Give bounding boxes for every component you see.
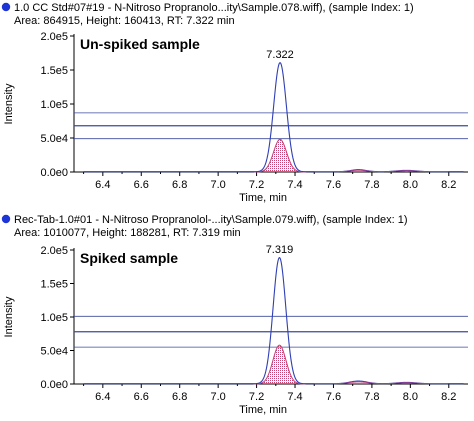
sample-marker-icon[interactable] <box>1 214 11 224</box>
x-tick-label: 8.2 <box>441 391 456 403</box>
x-tick-label: 7.4 <box>287 179 302 191</box>
x-tick-label: 7.2 <box>249 391 264 403</box>
x-tick-label: 8.0 <box>403 179 418 191</box>
sample-annotation: Un-spiked sample <box>80 36 200 52</box>
integrated-area-fill <box>253 139 307 172</box>
y-tick-label: 1.0e5 <box>40 99 68 111</box>
x-tick-label: 6.8 <box>172 391 187 403</box>
chromatogram-panel-1: 1.0 CC Std#07#19 - N-Nitroso Propranolo.… <box>1 2 468 204</box>
y-tick-label: 0.0e0 <box>40 167 68 179</box>
header-title: 1.0 CC Std#07#19 - N-Nitroso Propranolo.… <box>14 2 414 14</box>
peak-rt-label: 7.319 <box>266 244 294 256</box>
y-tick-label: 5.0e4 <box>40 133 68 145</box>
x-tick-label: 6.6 <box>134 391 149 403</box>
y-tick-label: 0.0e0 <box>40 379 68 391</box>
x-tick-label: 7.6 <box>326 391 341 403</box>
sample-marker-icon[interactable] <box>1 2 11 12</box>
minor-trace <box>314 169 448 172</box>
x-tick-label: 7.4 <box>287 391 302 403</box>
y-tick-label: 2.0e5 <box>40 245 68 257</box>
x-tick-label: 6.8 <box>172 179 187 191</box>
integrated-area-fill <box>253 345 306 384</box>
minor-trace <box>314 381 448 384</box>
y-tick-label: 1.0e5 <box>40 312 68 324</box>
x-tick-label: 6.4 <box>95 179 110 191</box>
header-title: Rec-Tab-1.0#01 - N-Nitroso Propranolol-.… <box>14 214 408 226</box>
y-tick-label: 2.0e5 <box>40 31 68 43</box>
x-tick-label: 7.8 <box>364 391 379 403</box>
x-axis-title: Time, min <box>239 404 287 416</box>
x-axis-title: Time, min <box>239 192 287 204</box>
x-tick-label: 7.2 <box>249 179 264 191</box>
x-tick-label: 6.6 <box>134 179 149 191</box>
y-tick-label: 1.5e5 <box>40 279 68 291</box>
chromatogram-panel-2: Rec-Tab-1.0#01 - N-Nitroso Propranolol-.… <box>1 214 468 416</box>
secondary-trace <box>253 344 306 385</box>
x-tick-label: 7.6 <box>326 179 341 191</box>
peak-rt-label: 7.322 <box>266 49 294 61</box>
y-axis-title: Intensity <box>3 296 15 337</box>
sample-annotation: Spiked sample <box>80 250 178 266</box>
x-tick-label: 8.2 <box>441 179 456 191</box>
x-tick-label: 8.0 <box>403 391 418 403</box>
header-stats: Area: 1010077, Height: 188281, RT: 7.319… <box>14 227 241 239</box>
x-tick-label: 7.0 <box>210 391 225 403</box>
x-tick-label: 7.0 <box>210 179 225 191</box>
y-tick-label: 1.5e5 <box>40 65 68 77</box>
header-stats: Area: 864915, Height: 160413, RT: 7.322 … <box>14 15 235 27</box>
x-tick-label: 7.8 <box>364 179 379 191</box>
y-tick-label: 5.0e4 <box>40 346 68 358</box>
y-axis-title: Intensity <box>3 83 15 124</box>
secondary-trace <box>253 138 307 173</box>
x-tick-label: 6.4 <box>95 391 110 403</box>
